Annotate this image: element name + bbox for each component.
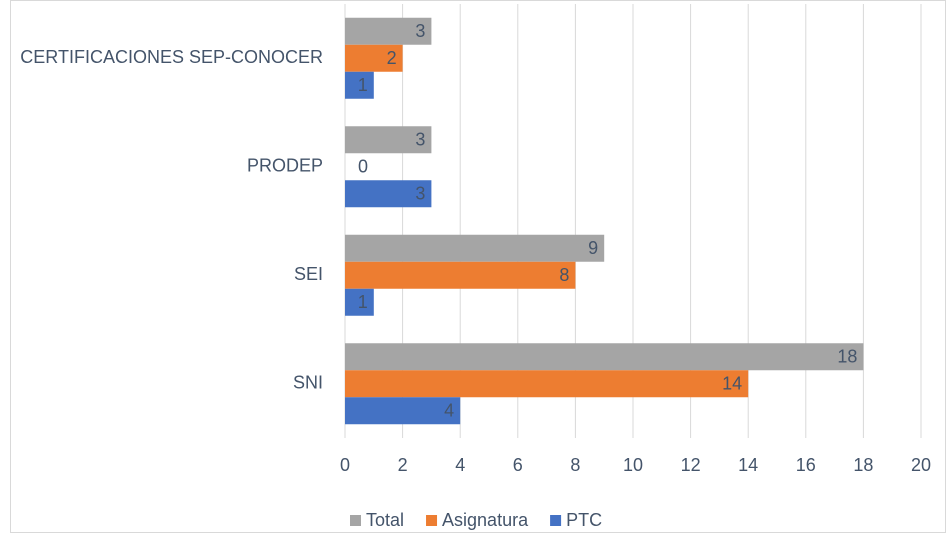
- x-tick-label: 20: [911, 455, 931, 475]
- x-tick-label: 14: [738, 455, 758, 475]
- y-tick-label: SEI: [294, 264, 323, 284]
- x-tick-label: 18: [853, 455, 873, 475]
- data-label: 3: [415, 21, 425, 41]
- legend-label: Total: [366, 510, 404, 530]
- data-label: 3: [415, 130, 425, 150]
- y-tick-label: PRODEP: [247, 156, 323, 176]
- bar: [345, 288, 374, 316]
- bar: [345, 17, 432, 45]
- bar: [345, 71, 374, 99]
- x-tick-label: 10: [623, 455, 643, 475]
- data-label: 18: [837, 347, 857, 367]
- legend-swatch: [350, 515, 361, 526]
- data-label: 8: [559, 265, 569, 285]
- x-tick-label: 8: [570, 455, 580, 475]
- data-label: 1: [358, 75, 368, 95]
- bar: [345, 126, 432, 154]
- data-label: 0: [358, 157, 368, 177]
- data-label: 1: [358, 292, 368, 312]
- data-label: 14: [722, 374, 742, 394]
- data-label: 2: [387, 48, 397, 68]
- legend-label: PTC: [566, 510, 602, 530]
- x-tick-label: 0: [340, 455, 350, 475]
- bar: [345, 234, 605, 262]
- bar: [345, 397, 461, 425]
- bar: [345, 180, 432, 208]
- data-label: 9: [588, 238, 598, 258]
- legend-label: Asignatura: [442, 510, 529, 530]
- x-tick-label: 4: [455, 455, 465, 475]
- y-tick-label: CERTIFICACIONES SEP-CONOCER: [20, 47, 323, 67]
- bar: [345, 44, 403, 72]
- bar: [345, 261, 576, 289]
- data-label: 3: [415, 184, 425, 204]
- y-tick-label: SNI: [293, 373, 323, 393]
- x-tick-label: 12: [681, 455, 701, 475]
- bar: [345, 370, 749, 398]
- x-tick-label: 16: [796, 455, 816, 475]
- legend-swatch: [426, 515, 438, 526]
- x-tick-label: 2: [398, 455, 408, 475]
- data-label: 4: [444, 401, 454, 421]
- bar: [345, 343, 864, 371]
- legend-swatch: [550, 515, 562, 526]
- x-tick-label: 6: [513, 455, 523, 475]
